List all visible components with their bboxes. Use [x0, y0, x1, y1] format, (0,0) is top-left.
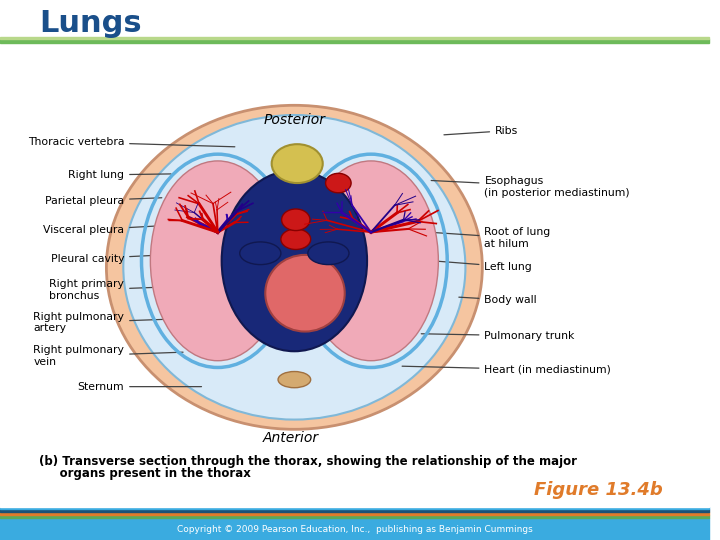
Ellipse shape: [271, 144, 323, 183]
Bar: [0, 37, 709, 39]
Ellipse shape: [278, 372, 310, 388]
Bar: [0, 518, 709, 540]
Circle shape: [282, 209, 310, 231]
Bar: [0, 509, 709, 512]
Ellipse shape: [308, 242, 349, 265]
Bar: [0, 512, 709, 515]
Text: Heart (in mediastinum): Heart (in mediastinum): [402, 365, 611, 375]
Ellipse shape: [150, 161, 285, 361]
Bar: [0, 507, 709, 509]
Ellipse shape: [123, 115, 465, 420]
Bar: [0, 505, 709, 507]
Text: Right pulmonary
vein: Right pulmonary vein: [33, 345, 183, 367]
Text: Posterior: Posterior: [264, 113, 325, 127]
Text: Copyright © 2009 Pearson Education, Inc.,  publishing as Benjamin Cummings: Copyright © 2009 Pearson Education, Inc.…: [177, 525, 533, 534]
Bar: [0, 515, 709, 518]
Text: Right primary
bronchus: Right primary bronchus: [49, 279, 183, 301]
Text: Thoracic vertebra: Thoracic vertebra: [27, 137, 235, 147]
Ellipse shape: [222, 171, 367, 351]
Text: Ribs: Ribs: [444, 126, 518, 136]
Text: Lungs: Lungs: [39, 9, 142, 38]
Bar: [0, 39, 709, 43]
Circle shape: [325, 173, 351, 193]
Text: Pleural cavity: Pleural cavity: [50, 254, 162, 264]
Ellipse shape: [304, 161, 438, 361]
Text: Anterior: Anterior: [263, 431, 319, 446]
Text: Sternum: Sternum: [78, 382, 202, 392]
Text: organs present in the thorax: organs present in the thorax: [39, 467, 251, 480]
Text: Visceral pleura: Visceral pleura: [43, 225, 159, 235]
Text: Pulmonary trunk: Pulmonary trunk: [421, 331, 575, 341]
Text: Esophagus
(in posterior mediastinum): Esophagus (in posterior mediastinum): [431, 176, 630, 198]
Text: Parietal pleura: Parietal pleura: [45, 196, 162, 206]
Ellipse shape: [265, 255, 345, 332]
Text: Root of lung
at hilum: Root of lung at hilum: [415, 227, 551, 249]
Text: (b) Transverse section through the thorax, showing the relationship of the major: (b) Transverse section through the thora…: [39, 455, 577, 468]
Ellipse shape: [240, 242, 281, 265]
Text: Figure 13.4b: Figure 13.4b: [534, 481, 663, 500]
Text: Left lung: Left lung: [428, 260, 532, 272]
Text: Right lung: Right lung: [68, 170, 171, 180]
Text: Body wall: Body wall: [459, 295, 537, 305]
Ellipse shape: [107, 105, 482, 429]
Ellipse shape: [281, 229, 310, 249]
Text: Right pulmonary
artery: Right pulmonary artery: [33, 312, 183, 333]
